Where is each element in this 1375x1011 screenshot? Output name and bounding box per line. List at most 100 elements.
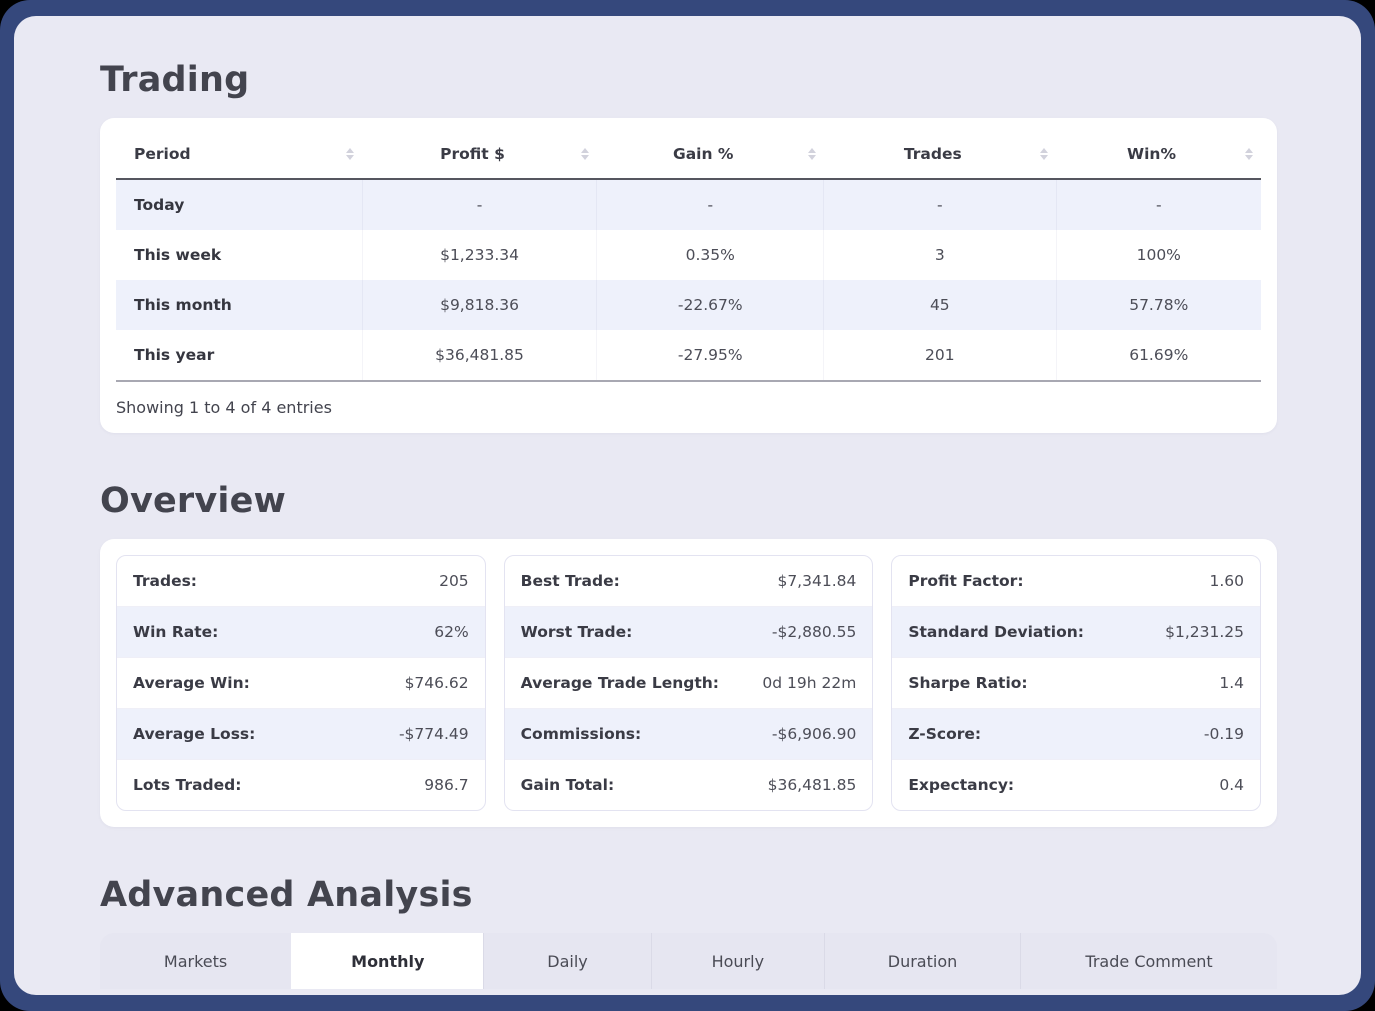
column-header-label: Gain % [673,145,734,163]
stat-label: Trades: [133,572,198,590]
profit-cell: $36,481.85 [361,330,597,382]
stat-row: Best Trade: $7,341.84 [504,556,873,607]
sort-icon[interactable] [807,148,816,160]
stat-value: 205 [439,572,469,590]
tab-markets[interactable]: Markets [100,933,292,989]
stat-label: Average Win: [133,674,250,692]
win-cell: 100% [1055,230,1261,280]
table-row-this-year[interactable]: This year $36,481.85 -27.95% 201 61.69% [116,330,1261,382]
gain-cell: -27.95% [596,330,824,382]
profit-cell: - [361,179,597,230]
gain-cell: -22.67% [596,280,824,330]
column-header-profit[interactable]: Profit $ [362,130,597,180]
table-entries-info: Showing 1 to 4 of 4 entries [116,398,332,417]
overview-stats-ratios-card: Profit Factor: 1.60 Standard Deviation: … [891,555,1262,811]
sort-icon[interactable] [1245,148,1253,160]
tab-trade-comment[interactable]: Trade Comment [1020,933,1277,989]
gain-cell: 0.35% [596,230,824,280]
stat-row: Average Win: $746.62 [117,658,485,709]
table-row-this-month[interactable]: This month $9,818.36 -22.67% 45 57.78% [116,280,1261,330]
trades-cell: - [823,179,1057,230]
table-row-today[interactable]: Today - - - - [116,179,1261,230]
sort-icon[interactable] [346,148,355,160]
stat-label: Expectancy: [908,776,1015,794]
stat-row: Sharpe Ratio: 1.4 [892,658,1261,709]
stat-label: Average Loss: [133,725,256,743]
trading-card: Period Profit $ Gain % Trades [100,118,1277,433]
stat-label: Win Rate: [133,623,219,641]
stat-label: Best Trade: [520,572,620,590]
tab-monthly[interactable]: Monthly [291,933,484,989]
trades-cell: 3 [823,230,1057,280]
stat-value: 1.60 [1209,572,1245,590]
stat-value: 0d 19h 22m [762,674,857,692]
overview-card: Trades: 205 Win Rate: 62% Average Win: $… [100,539,1277,827]
stat-value: -$6,906.90 [771,725,857,743]
column-header-win[interactable]: Win% [1056,130,1261,180]
trades-cell: 201 [823,330,1057,382]
stat-row: Standard Deviation: $1,231.25 [892,607,1261,658]
sort-icon[interactable] [580,148,589,160]
period-cell: This year [116,330,363,382]
section-title-overview: Overview [100,481,287,521]
stat-row: Worst Trade: -$2,880.55 [504,607,873,658]
stat-row: Profit Factor: 1.60 [892,556,1261,607]
section-title-advanced-analysis: Advanced Analysis [100,875,473,915]
section-title-trading: Trading [100,60,250,100]
advanced-analysis-tabs: Markets Monthly Daily Hourly Duration Tr… [100,933,1277,989]
stat-value: -0.19 [1203,725,1245,743]
win-cell: 57.78% [1055,280,1261,330]
stat-row: Lots Traded: 986.7 [117,760,485,810]
tab-daily[interactable]: Daily [483,933,651,989]
stat-value: -$774.49 [398,725,469,743]
column-header-label: Win% [1127,145,1176,163]
stat-row: Z-Score: -0.19 [892,709,1261,760]
stat-value: $7,341.84 [777,572,857,590]
stat-label: Average Trade Length: [520,674,719,692]
stat-label: Commissions: [520,725,642,743]
stat-label: Worst Trade: [520,623,633,641]
page-background: Trading Period Profit $ [14,16,1361,995]
stat-row: Average Trade Length: 0d 19h 22m [504,658,873,709]
tab-hourly[interactable]: Hourly [650,933,824,989]
stat-value: 0.4 [1219,776,1245,794]
stat-value: 62% [434,623,469,641]
overview-stats-trade-extremes-card: Best Trade: $7,341.84 Worst Trade: -$2,8… [503,555,874,811]
gain-cell: - [596,179,824,230]
stat-value: $1,231.25 [1165,623,1245,641]
period-cell: This week [134,246,222,264]
stat-value: $746.62 [404,674,469,692]
column-header-gain[interactable]: Gain % [596,130,824,180]
profit-cell: $1,233.34 [361,230,597,280]
column-header-period[interactable]: Period [116,130,363,180]
win-cell: - [1055,179,1261,230]
stat-label: Gain Total: [520,776,615,794]
column-header-label: Profit $ [440,145,505,163]
stat-row: Commissions: -$6,906.90 [504,709,873,760]
overview-stats-trades-card: Trades: 205 Win Rate: 62% Average Win: $… [116,555,486,811]
table-row-this-week[interactable]: This week $1,233.34 0.35% 3 100% [116,230,1261,280]
sort-icon[interactable] [1040,148,1049,160]
stat-row: Expectancy: 0.4 [892,760,1260,810]
stat-label: Z-Score: [908,725,982,743]
stat-row: Trades: 205 [117,556,485,607]
trading-table: Period Profit $ Gain % Trades [116,130,1261,382]
stat-value: -$2,880.55 [771,623,857,641]
column-header-label: Period [134,145,191,163]
stat-label: Standard Deviation: [908,623,1084,641]
trades-cell: 45 [823,280,1057,330]
win-cell: 61.69% [1055,330,1261,382]
stat-value: $36,481.85 [767,776,857,794]
column-header-label: Trades [903,145,962,163]
stat-label: Profit Factor: [908,572,1024,590]
period-cell: Today [134,196,185,214]
stat-row: Gain Total: $36,481.85 [505,760,873,810]
table-header-row: Period Profit $ Gain % Trades [116,130,1261,180]
period-cell: This month [134,296,232,314]
profit-cell: $9,818.36 [361,280,597,330]
stat-row: Average Loss: -$774.49 [117,709,485,760]
tab-duration[interactable]: Duration [823,933,1021,989]
stat-row: Win Rate: 62% [117,607,485,658]
column-header-trades[interactable]: Trades [823,130,1057,180]
